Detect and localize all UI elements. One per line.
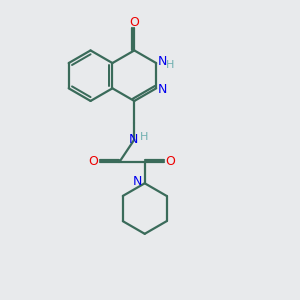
Text: O: O xyxy=(89,155,98,168)
Text: N: N xyxy=(133,175,142,188)
Text: N: N xyxy=(158,83,167,96)
Text: N: N xyxy=(129,133,138,146)
Text: H: H xyxy=(166,59,175,70)
Text: O: O xyxy=(166,155,176,168)
Text: N: N xyxy=(158,55,167,68)
Text: H: H xyxy=(140,132,148,142)
Text: O: O xyxy=(129,16,139,29)
